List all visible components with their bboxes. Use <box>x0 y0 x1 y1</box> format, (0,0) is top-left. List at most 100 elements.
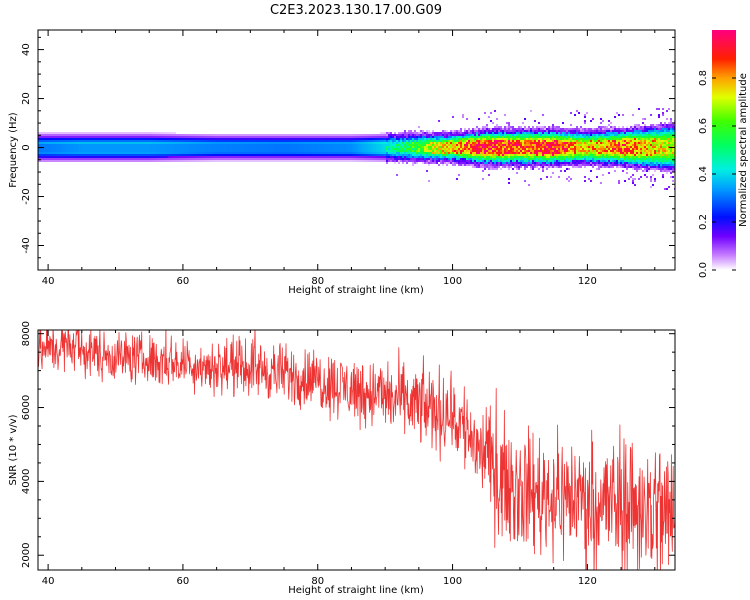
heat-cell <box>412 142 414 144</box>
heat-cell <box>480 142 482 144</box>
heat-cell <box>192 148 194 150</box>
heat-cell <box>322 156 324 158</box>
heat-cell <box>394 140 396 142</box>
heat-cell <box>196 134 198 136</box>
heat-cell <box>512 136 514 138</box>
heat-cell <box>160 140 162 142</box>
heat-cell <box>326 152 328 154</box>
heat-cell <box>452 138 454 140</box>
heat-cell <box>512 168 514 170</box>
heat-cell <box>458 138 460 140</box>
heat-cell <box>516 172 518 174</box>
heat-cell <box>116 154 118 156</box>
heat-cell <box>170 160 172 162</box>
heat-cell <box>358 160 360 162</box>
heat-cell <box>424 160 426 162</box>
heat-cell <box>126 154 128 156</box>
heat-cell <box>78 142 80 144</box>
heat-cell <box>244 138 246 140</box>
heat-cell <box>430 156 432 158</box>
heat-cell <box>538 146 540 148</box>
heat-cell <box>168 138 170 140</box>
heat-cell <box>498 128 500 130</box>
heat-cell <box>386 162 388 164</box>
heat-cell <box>584 160 586 162</box>
heat-cell <box>136 146 138 148</box>
heat-cell <box>590 132 592 134</box>
heat-cell <box>276 136 278 138</box>
heat-cell <box>318 150 320 152</box>
heat-cell <box>286 152 288 154</box>
heat-cell <box>284 140 286 142</box>
heat-cell <box>42 140 44 142</box>
heat-cell <box>248 158 250 160</box>
heat-cell <box>360 144 362 146</box>
heat-cell <box>590 150 592 152</box>
heat-cell <box>446 136 448 138</box>
heat-cell <box>334 152 336 154</box>
heat-cell <box>388 134 390 136</box>
heat-cell <box>444 152 446 154</box>
heat-cell <box>546 148 548 150</box>
heat-cell <box>76 148 78 150</box>
heat-cell <box>620 142 622 144</box>
heat-cell <box>360 152 362 154</box>
heat-cell <box>432 136 434 138</box>
heat-cell <box>552 128 554 130</box>
heat-cell <box>376 134 378 136</box>
heat-cell <box>436 162 438 164</box>
heat-cell <box>252 144 254 146</box>
heat-cell <box>396 156 398 158</box>
heat-cell <box>510 146 512 148</box>
heat-cell <box>452 134 454 136</box>
heat-cell <box>98 156 100 158</box>
heat-cell <box>510 160 512 162</box>
heat-cell <box>136 144 138 146</box>
heat-cell <box>48 158 50 160</box>
heat-cell <box>530 154 532 156</box>
heat-cell <box>570 146 572 148</box>
heat-cell <box>506 152 508 154</box>
heat-cell <box>558 136 560 138</box>
heat-cell <box>312 156 314 158</box>
heat-cell <box>520 156 522 158</box>
heat-cell <box>616 160 618 162</box>
heat-cell <box>306 156 308 158</box>
heat-cell <box>44 136 46 138</box>
heat-cell <box>82 134 84 136</box>
heat-cell <box>404 158 406 160</box>
heat-cell <box>214 134 216 136</box>
heat-cell <box>520 146 522 148</box>
heat-cell <box>442 136 444 138</box>
heat-cell <box>544 160 546 162</box>
heat-cell <box>500 148 502 150</box>
heat-cell <box>386 146 388 148</box>
heat-cell <box>200 138 202 140</box>
heat-cell <box>444 158 446 160</box>
heat-cell <box>70 136 72 138</box>
heat-cell <box>582 148 584 150</box>
heat-cell <box>226 146 228 148</box>
heat-cell <box>300 150 302 152</box>
heat-cell <box>434 154 436 156</box>
heat-cell <box>392 138 394 140</box>
heat-cell <box>122 142 124 144</box>
heat-cell <box>582 162 584 164</box>
heat-cell <box>510 152 512 154</box>
heat-cell <box>546 134 548 136</box>
heat-cell <box>544 144 546 146</box>
heat-cell <box>534 132 536 134</box>
heat-cell <box>60 152 62 154</box>
heat-cell <box>388 138 390 140</box>
heat-cell <box>608 128 610 130</box>
heat-cell <box>558 130 560 132</box>
heat-cell <box>530 146 532 148</box>
heat-cell <box>264 152 266 154</box>
heat-cell <box>310 154 312 156</box>
heat-cell <box>532 136 534 138</box>
heat-cell <box>596 154 598 156</box>
heat-cell <box>372 140 374 142</box>
heat-cell <box>68 144 70 146</box>
heat-cell <box>482 166 484 168</box>
heat-cell <box>250 142 252 144</box>
